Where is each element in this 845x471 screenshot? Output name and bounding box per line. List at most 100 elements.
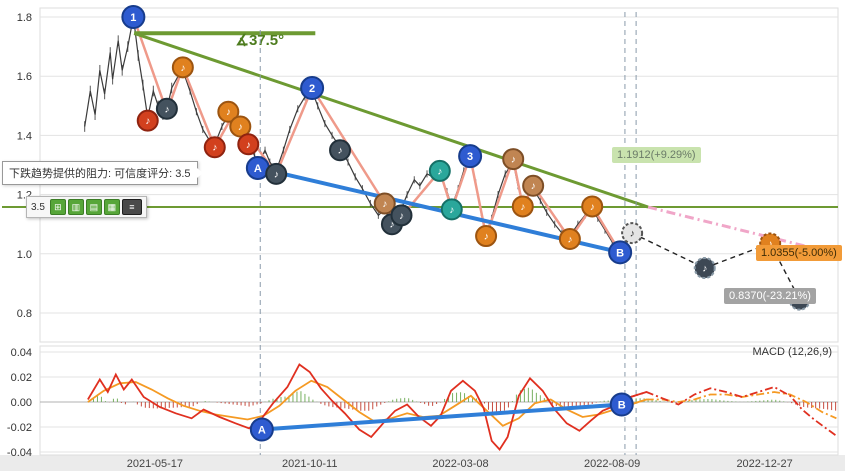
forecast-projection-line (631, 232, 801, 301)
note-marker[interactable]: ♪ (329, 139, 352, 162)
point-marker-3[interactable]: 3 (458, 144, 483, 169)
marker-label: B (616, 247, 624, 259)
pink-projection-line (647, 205, 837, 256)
marker-circle[interactable] (475, 225, 498, 248)
music-note-icon: ♪ (484, 232, 489, 243)
music-note-icon: ♪ (212, 143, 217, 154)
note-marker[interactable]: ♪ (511, 195, 534, 218)
music-note-icon: ♪ (274, 169, 279, 180)
macd-tick-label: -0.02 (7, 422, 32, 434)
note-marker[interactable]: ♪ (440, 198, 463, 221)
note-marker[interactable]: ♪ (203, 136, 226, 159)
down-trendline[interactable]: ∡37.5° (133, 31, 649, 209)
marker-circle[interactable] (693, 257, 716, 280)
music-note-icon: ♪ (449, 205, 454, 216)
marker-circle[interactable] (458, 144, 483, 169)
note-marker[interactable]: ♪ (136, 109, 159, 132)
tool-button-more[interactable]: ≡ (121, 199, 142, 215)
macd-point-circle[interactable] (249, 417, 274, 442)
macd-point-circle[interactable] (609, 392, 634, 417)
date-tick-label: 2022-12-27 (736, 458, 792, 470)
note-marker[interactable]: ♪ (475, 225, 498, 248)
tool-button-2[interactable]: ▥ (67, 199, 84, 215)
music-note-icon: ♪ (511, 155, 516, 166)
marker-circle[interactable] (300, 76, 325, 101)
price-tick-label: 1.8 (17, 12, 32, 24)
note-marker[interactable]: ♪ (522, 174, 545, 197)
marker-circle[interactable] (217, 100, 240, 123)
macd-tick-label: -0.04 (7, 447, 32, 459)
marker-circle[interactable] (428, 159, 451, 182)
music-note-icon: ♪ (531, 181, 536, 192)
marker-circle[interactable] (390, 204, 413, 227)
macd-panel: 0.04 0.02 0.00 -0.02 -0.04 A B MACD (12,26,9) (7, 346, 838, 459)
trendline-segment[interactable] (133, 31, 649, 209)
macd-point-B[interactable]: B (609, 392, 634, 417)
music-note-icon: ♪ (590, 202, 595, 213)
forecast-marker[interactable]: ♪ (693, 257, 716, 280)
marker-circle[interactable] (621, 222, 644, 245)
music-note-icon: ♪ (437, 166, 442, 177)
note-marker[interactable]: ♪ (229, 115, 252, 138)
marker-circle[interactable] (136, 109, 159, 132)
marker-circle[interactable] (171, 56, 194, 79)
macd-tick-label: 0.02 (11, 372, 32, 384)
price-tick-label: 0.8 (17, 308, 32, 320)
point-marker-2[interactable]: 2 (300, 76, 325, 101)
date-tick-label: 2022-03-08 (432, 458, 488, 470)
ab-trendline-macd[interactable] (259, 402, 624, 432)
marker-circle[interactable] (558, 228, 581, 250)
date-tick-label: 2022-08-09 (584, 458, 640, 470)
music-note-icon: ♪ (567, 235, 572, 246)
note-marker[interactable]: ♪ (265, 162, 288, 185)
marker-circle[interactable] (581, 195, 604, 218)
note-marker[interactable]: ♪ (373, 192, 396, 215)
note-marker[interactable]: ♪ (390, 204, 413, 227)
marker-circle[interactable] (373, 192, 396, 215)
date-tick-label: 2021-05-17 (127, 458, 183, 470)
music-note-icon: ♪ (382, 199, 387, 210)
point-marker-B[interactable]: B (608, 240, 633, 265)
marker-circle[interactable] (440, 198, 463, 221)
marker-circle[interactable] (203, 136, 226, 159)
marker-circle[interactable] (121, 5, 146, 29)
tooltip-text: 下跌趋势提供的阻力: 可信度评分: 3.5 (9, 168, 191, 180)
marker-circle[interactable] (502, 148, 525, 171)
marker-circle[interactable] (229, 115, 252, 138)
tool-button-3[interactable]: ▤ (85, 199, 102, 215)
music-note-icon: ♪ (180, 63, 185, 74)
marker-circle[interactable] (265, 162, 288, 185)
forecast-marker[interactable]: ♪ (621, 222, 644, 245)
tool-button-1[interactable]: ⊞ (49, 199, 66, 215)
marker-circle[interactable] (329, 139, 352, 162)
marker-circle[interactable] (608, 240, 633, 265)
music-note-icon: ♪ (145, 116, 150, 127)
note-marker[interactable]: ♪ (428, 159, 451, 182)
macd-point-A[interactable]: A (249, 417, 274, 442)
note-marker[interactable]: ♪ (502, 148, 525, 171)
note-marker[interactable]: ♪ (581, 195, 604, 218)
music-note-icon: ♪ (389, 220, 394, 231)
note-marker[interactable]: ♪ (237, 133, 260, 156)
marker-circle[interactable] (155, 97, 178, 120)
tool-button-4[interactable]: ▦ (103, 199, 120, 215)
music-note-icon: ♪ (338, 146, 343, 157)
note-marker[interactable]: ♪ (171, 56, 194, 79)
note-marker[interactable]: ♪ (155, 97, 178, 120)
note-marker[interactable]: ♪ (558, 228, 581, 250)
trend-resistance-tooltip: 下跌趋势提供的阻力: 可信度评分: 3.5 (2, 161, 203, 185)
price-target-lower-badge: 0.8370(-23.21%) (724, 288, 816, 304)
marker-circle[interactable] (522, 174, 545, 197)
dif-line (87, 363, 837, 451)
macd-tick-label: 0.00 (11, 397, 32, 409)
price-tick-label: 1.4 (17, 130, 32, 142)
music-note-icon: ♪ (768, 239, 773, 250)
marker-circle[interactable] (237, 133, 260, 156)
marker-circle[interactable] (511, 195, 534, 218)
note-marker[interactable]: ♪ (217, 100, 240, 123)
point-marker-1[interactable]: 1 (121, 5, 146, 29)
music-note-icon: ♪ (520, 202, 525, 213)
music-note-icon: ♪ (702, 264, 707, 275)
